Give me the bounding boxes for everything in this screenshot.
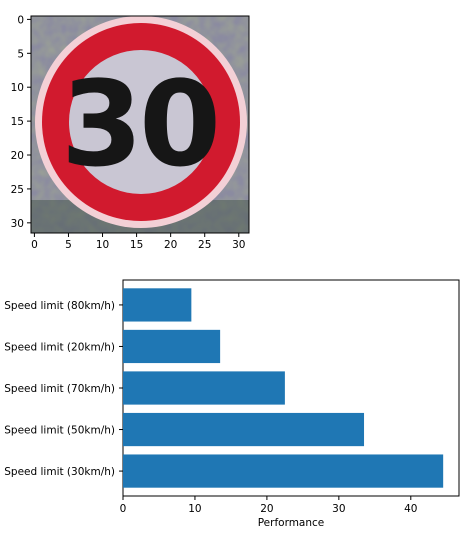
image-x-tick-label: 10 bbox=[96, 239, 109, 251]
bar-x-tick-label: 20 bbox=[260, 503, 273, 515]
image-x-tick-label: 5 bbox=[65, 239, 72, 251]
bar bbox=[123, 412, 365, 447]
image-x-tick-label: 25 bbox=[198, 239, 211, 251]
bar-category-ticks: Speed limit (30km/h) Speed limit (50km/h)… bbox=[4, 300, 123, 478]
bar bbox=[123, 371, 285, 405]
sign-image: 30 bbox=[31, 16, 249, 233]
bar-x-tick-label: 30 bbox=[332, 503, 345, 515]
performance-bar-chart: Speed limit (30km/h) Speed limit (50km/h)… bbox=[4, 279, 460, 529]
bars bbox=[123, 288, 444, 488]
image-y-ticks: 0 5 10 15 20 25 30 bbox=[11, 14, 31, 230]
image-y-tick-label: 5 bbox=[17, 48, 24, 60]
image-x-tick-label: 0 bbox=[31, 239, 38, 251]
category-label: Speed limit (50km/h) bbox=[4, 425, 115, 437]
sign-image-plot: 30 0 5 10 15 20 25 30 0 5 10 15 20 25 30 bbox=[11, 14, 250, 251]
image-x-tick-label: 15 bbox=[130, 239, 143, 251]
bar bbox=[123, 454, 444, 488]
image-y-tick-label: 20 bbox=[11, 150, 24, 162]
image-x-tick-label: 20 bbox=[164, 239, 177, 251]
sign-digits: 30 bbox=[61, 55, 217, 193]
bar-x-tick-label: 40 bbox=[404, 503, 417, 515]
x-axis-label: Performance bbox=[258, 517, 325, 529]
bar-x-tick-label: 0 bbox=[120, 503, 127, 515]
bar-x-tick-label: 10 bbox=[188, 503, 201, 515]
image-y-tick-label: 25 bbox=[11, 184, 24, 196]
image-y-tick-label: 30 bbox=[11, 218, 24, 230]
image-x-tick-label: 30 bbox=[232, 239, 245, 251]
image-y-tick-label: 0 bbox=[17, 14, 24, 26]
category-label: Speed limit (70km/h) bbox=[4, 383, 115, 395]
image-y-tick-label: 10 bbox=[11, 82, 24, 94]
category-label: Speed limit (30km/h) bbox=[4, 466, 115, 478]
image-y-tick-label: 15 bbox=[11, 116, 24, 128]
category-label: Speed limit (20km/h) bbox=[4, 341, 115, 353]
image-x-ticks: 0 5 10 15 20 25 30 bbox=[31, 233, 245, 251]
category-label: Speed limit (80km/h) bbox=[4, 300, 115, 312]
bar bbox=[123, 329, 221, 364]
bar-x-ticks: 0 10 20 30 40 bbox=[120, 496, 417, 515]
bar bbox=[123, 288, 192, 322]
sign-inner bbox=[69, 50, 213, 194]
image-frame bbox=[30, 15, 250, 234]
